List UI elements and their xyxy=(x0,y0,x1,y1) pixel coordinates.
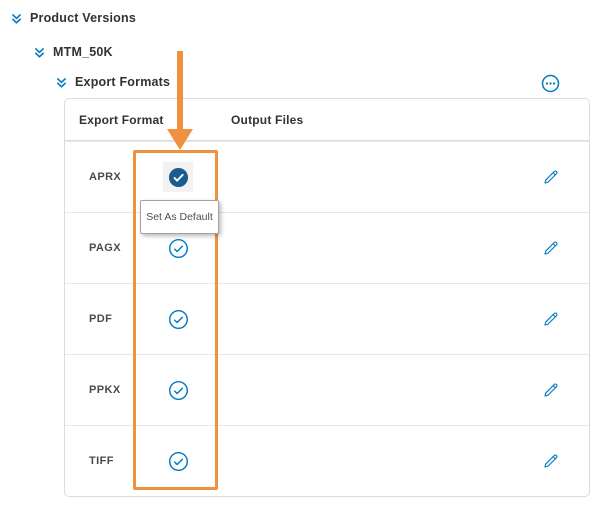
format-label: PPKX xyxy=(89,384,121,396)
pencil-icon xyxy=(544,383,558,397)
tree-item-label: MTM_50K xyxy=(53,45,113,59)
tree-item-mtm-50k[interactable]: MTM_50K xyxy=(33,45,113,59)
check-circle-outline-icon xyxy=(168,380,188,400)
table-row-aprx: APRX xyxy=(65,141,589,212)
column-header-export-format: Export Format xyxy=(79,112,164,127)
pencil-icon xyxy=(544,312,558,326)
double-chevron-down-icon[interactable] xyxy=(10,12,23,25)
table-row-ppkx: PPKX xyxy=(65,354,589,425)
options-menu-button[interactable] xyxy=(541,74,560,93)
edit-button[interactable] xyxy=(542,381,560,399)
table-row-pdf: PDF xyxy=(65,283,589,354)
edit-button[interactable] xyxy=(542,452,560,470)
set-default-toggle[interactable] xyxy=(163,162,193,192)
check-circle-filled-icon xyxy=(168,167,188,187)
edit-button[interactable] xyxy=(542,310,560,328)
pencil-icon xyxy=(544,241,558,255)
edit-button[interactable] xyxy=(542,168,560,186)
format-label: PDF xyxy=(89,313,113,325)
set-as-default-tooltip: Set As Default xyxy=(140,200,219,234)
edit-button[interactable] xyxy=(542,239,560,257)
double-chevron-down-icon[interactable] xyxy=(55,76,68,89)
column-header-output-files: Output Files xyxy=(231,112,304,127)
format-label: APRX xyxy=(89,171,122,183)
check-circle-outline-icon xyxy=(168,451,188,471)
pencil-icon xyxy=(544,170,558,184)
check-circle-outline-icon xyxy=(168,238,188,258)
tree-item-export-formats[interactable]: Export Formats xyxy=(55,75,170,89)
tree-item-product-versions[interactable]: Product Versions xyxy=(10,11,136,25)
set-default-toggle[interactable] xyxy=(163,446,193,476)
set-default-toggle[interactable] xyxy=(163,375,193,405)
ellipsis-circle-icon xyxy=(541,74,560,93)
tree-item-label: Product Versions xyxy=(30,11,137,25)
table-header: Export Format Output Files xyxy=(65,99,589,141)
check-circle-outline-icon xyxy=(168,309,188,329)
format-label: TIFF xyxy=(89,455,114,467)
table-row-tiff: TIFF xyxy=(65,425,589,496)
set-default-toggle[interactable] xyxy=(163,304,193,334)
tree-item-label: Export Formats xyxy=(75,75,171,89)
format-label: PAGX xyxy=(89,242,121,254)
double-chevron-down-icon[interactable] xyxy=(33,46,46,59)
export-formats-table: Export Format Output Files APRX PAGX xyxy=(64,98,590,497)
table-row-pagx: PAGX xyxy=(65,212,589,283)
pencil-icon xyxy=(544,454,558,468)
set-default-toggle[interactable] xyxy=(163,233,193,263)
